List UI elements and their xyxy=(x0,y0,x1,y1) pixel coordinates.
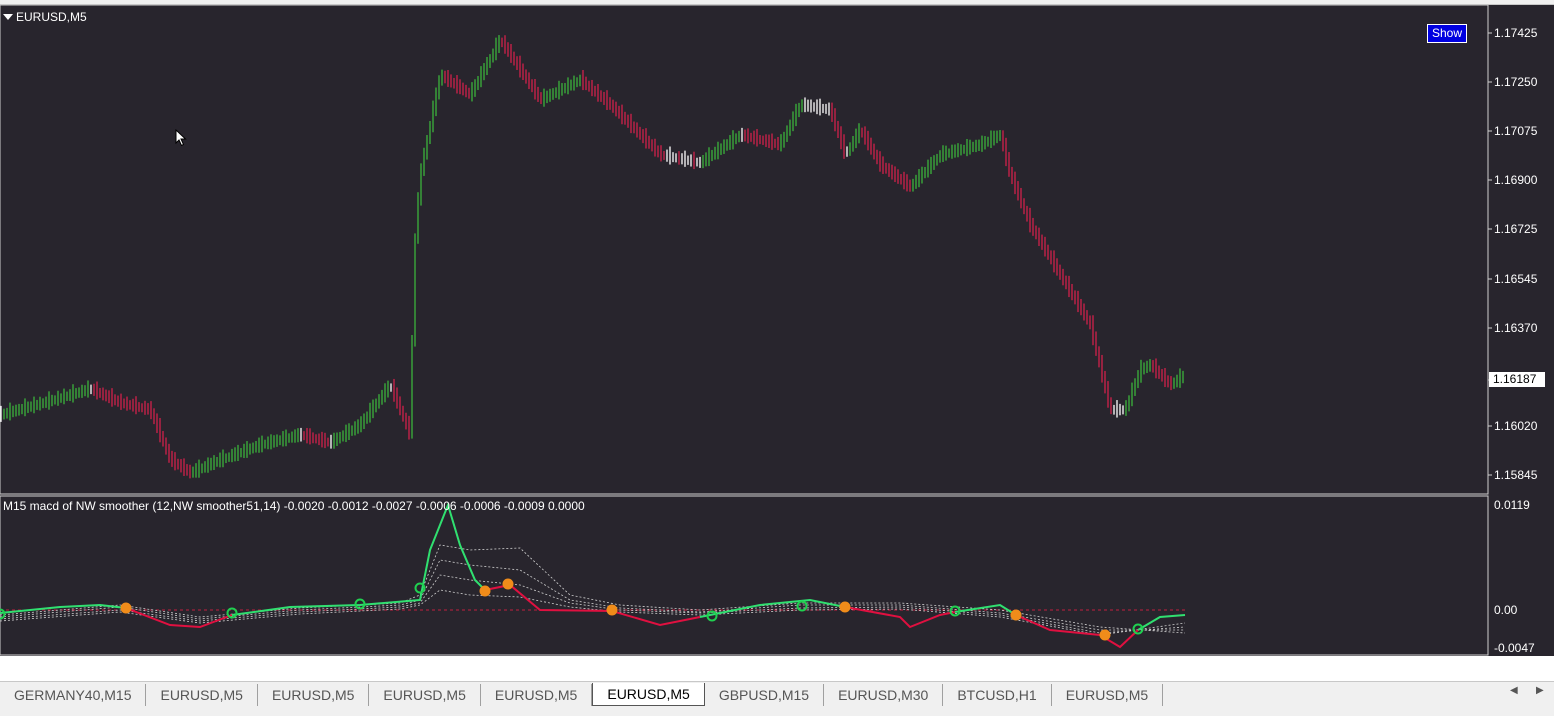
price-axis-label: 1.16545 xyxy=(1494,272,1538,286)
time-axis-label: 25 Aug 07:50 xyxy=(766,659,837,673)
symbol-label: EURUSD,M5 xyxy=(16,10,87,24)
chart-symbol-title[interactable]: EURUSD,M5 xyxy=(3,10,87,24)
macd-line xyxy=(1137,614,1186,631)
sell-signal-marker xyxy=(479,585,491,597)
macd-line xyxy=(1015,614,1139,649)
signal-line xyxy=(0,589,1186,636)
macd-line xyxy=(231,501,486,616)
buy-signal-marker xyxy=(0,608,6,620)
tab-eurusd-m30[interactable]: EURUSD,M30 xyxy=(824,684,944,706)
time-axis-label: 25 Aug 11:50 xyxy=(862,659,932,673)
time-axis-label: 21 Aug 2025 xyxy=(0,659,68,673)
signal-line xyxy=(0,574,1186,634)
scroll-right-icon[interactable]: ▶ xyxy=(1536,685,1544,696)
scroll-left-icon[interactable]: ◀ xyxy=(1510,685,1518,696)
tab-eurusd-m5[interactable]: EURUSD,M5 xyxy=(369,684,481,706)
tab-eurusd-m5[interactable]: EURUSD,M5 xyxy=(1052,684,1164,706)
sell-signal-marker xyxy=(1010,609,1022,621)
price-bars xyxy=(0,35,1184,479)
buy-signal-marker xyxy=(949,605,961,617)
chart-window[interactable]: EURUSD,M5 Show M15 macd of NW smoother (… xyxy=(0,5,1554,673)
tab-eurusd-m5[interactable]: EURUSD,M5 xyxy=(258,684,370,706)
buy-signal-marker xyxy=(796,600,808,612)
buy-signal-marker xyxy=(226,607,238,619)
buy-signal-marker xyxy=(354,598,366,610)
buy-signal-marker xyxy=(706,610,718,622)
time-axis-label: 25 Aug 23:50 xyxy=(1150,659,1221,673)
sell-signal-marker xyxy=(120,602,132,614)
price-chart-canvas[interactable] xyxy=(0,5,1554,656)
macd-line xyxy=(484,583,701,627)
buy-signal-marker xyxy=(414,582,426,594)
price-axis-label: 1.17250 xyxy=(1494,75,1538,89)
signal-line xyxy=(0,559,1185,631)
time-axis-label: 22 Aug 03:45 xyxy=(94,659,165,673)
time-axis-label: 22 Aug 07:45 xyxy=(190,659,261,673)
macd-line xyxy=(0,603,127,614)
tab-germany40-m15[interactable]: GERMANY40,M15 xyxy=(0,684,147,706)
price-axis-label: 1.15845 xyxy=(1494,468,1538,482)
current-price-label: 1.16187 xyxy=(1489,372,1545,387)
time-axis-label: 25 Aug 19:50 xyxy=(1054,659,1125,673)
sell-signal-marker xyxy=(839,601,851,613)
sell-signal-marker xyxy=(606,604,618,616)
tab-btcusd-h1[interactable]: BTCUSD,H1 xyxy=(943,684,1052,706)
tab-eurusd-m5-active[interactable]: EURUSD,M5 xyxy=(592,683,705,706)
sell-signal-marker xyxy=(502,578,514,590)
indicator-title: M15 macd of NW smoother (12,NW smoother5… xyxy=(3,499,585,513)
time-axis-label: 22 Aug 11:45 xyxy=(286,659,356,673)
dropdown-triangle-icon[interactable] xyxy=(3,14,13,20)
time-axis-label: 22 Aug 23:45 xyxy=(574,659,645,673)
time-axis-label: 25 Aug 15:50 xyxy=(958,659,1029,673)
macd-line xyxy=(844,606,956,629)
indicator-axis-label: 0.00 xyxy=(1494,603,1518,617)
indicator-axis-label: -0.0047 xyxy=(1494,641,1535,655)
sell-signal-marker xyxy=(1099,629,1111,641)
price-axis-label: 1.16900 xyxy=(1494,173,1538,187)
macd-indicator xyxy=(0,501,1186,649)
indicator-axis-label: 0.0119 xyxy=(1494,498,1530,512)
tab-eurusd-m5[interactable]: EURUSD,M5 xyxy=(481,684,593,706)
time-axis-label: 25 Aug 03:50 xyxy=(670,659,741,673)
chart-tab-bar: GERMANY40,M15 EURUSD,M5 EURUSD,M5 EURUSD… xyxy=(0,681,1554,716)
price-axis-label: 1.16370 xyxy=(1494,321,1538,335)
show-button[interactable]: Show xyxy=(1427,24,1467,43)
macd-line xyxy=(125,607,233,629)
signal-line xyxy=(0,544,1186,634)
mouse-pointer-icon xyxy=(175,129,187,147)
price-axis-label: 1.17425 xyxy=(1494,26,1538,40)
time-axis-label: 22 Aug 19:45 xyxy=(478,659,549,673)
macd-line xyxy=(699,598,846,618)
price-axis-label: 1.17075 xyxy=(1494,124,1538,138)
time-axis-label: 22 Aug 15:45 xyxy=(382,659,453,673)
buy-signal-marker xyxy=(1132,623,1144,635)
macd-line xyxy=(954,603,1017,616)
tab-gbpusd-m15[interactable]: GBPUSD,M15 xyxy=(705,684,825,706)
price-axis-label: 1.16725 xyxy=(1494,222,1538,236)
tab-eurusd-m5[interactable]: EURUSD,M5 xyxy=(146,684,258,706)
price-axis-label: 1.16020 xyxy=(1494,419,1538,433)
